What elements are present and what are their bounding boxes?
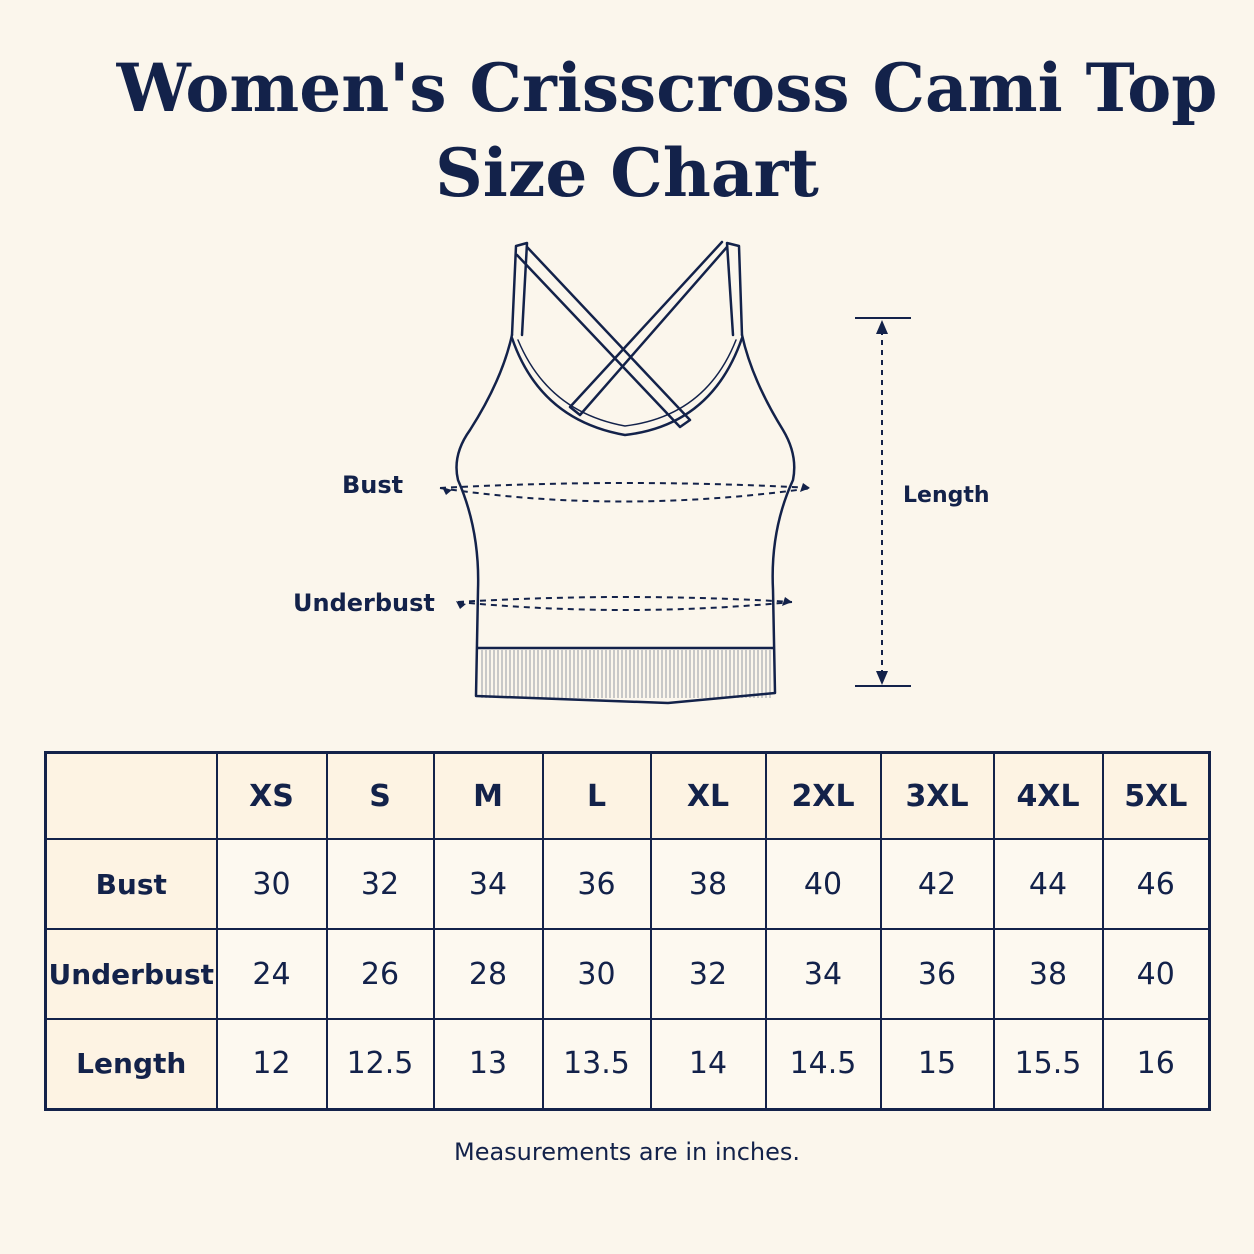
table-cell: 36 [541, 838, 652, 930]
size-header: 4XL [992, 751, 1104, 840]
table-cell: 38 [992, 928, 1104, 1020]
garment-diagram: (function(){ var g = document.currentScr… [0, 230, 1254, 730]
table-cell: 34 [432, 838, 544, 930]
table-cell: 16 [1101, 1018, 1211, 1110]
size-header: L [541, 751, 652, 840]
size-header: M [432, 751, 544, 840]
underbust-measure-line [457, 596, 793, 611]
table-cell: 34 [764, 928, 882, 1020]
bust-label: Bust [342, 471, 404, 499]
table-cell: 40 [1101, 928, 1211, 1020]
table-cell: 42 [879, 838, 995, 930]
table-cell: 26 [325, 928, 435, 1020]
right-strap [725, 241, 744, 337]
size-header: 2XL [764, 751, 882, 840]
page-subtitle: Size Chart [435, 134, 819, 212]
table-cell: 28 [432, 928, 544, 1020]
table-cell: 46 [1101, 838, 1211, 930]
units-note: Measurements are in inches. [453, 1138, 801, 1166]
length-label: Length [903, 483, 990, 508]
cross-strap-a [515, 245, 692, 429]
page-title: Women's Crisscross Cami Top [116, 49, 1218, 127]
table-cell: 32 [649, 928, 767, 1020]
left-strap [510, 241, 529, 337]
table-cell: 14 [649, 1018, 767, 1110]
table-cell: 40 [764, 838, 882, 930]
table-cell: 15 [879, 1018, 995, 1110]
underbust-label: Underbust [293, 589, 435, 617]
size-header: XS [215, 751, 328, 840]
size-header: 5XL [1101, 751, 1211, 840]
length-measure [855, 317, 911, 687]
table-cell: 24 [215, 928, 328, 1020]
bust-measure-line [439, 482, 813, 503]
size-table: XS S M L XL 2XL 3XL 4XL 5XL Bust 30 32 3… [44, 751, 1211, 1111]
size-header-row: XS S M L XL 2XL 3XL 4XL 5XL [44, 751, 1211, 840]
table-cell: 32 [325, 838, 435, 930]
neckline [510, 336, 744, 437]
cami-body-outline [455, 333, 796, 705]
size-header: 3XL [879, 751, 995, 840]
table-cell: 38 [649, 838, 767, 930]
table-cell: 44 [992, 838, 1104, 930]
row-label: Length [44, 1018, 218, 1110]
size-header: S [325, 751, 435, 840]
table-row: Underbust 24 26 28 30 32 34 36 38 40 [44, 928, 1211, 1020]
corner-cell [44, 751, 218, 840]
row-label: Underbust [44, 928, 218, 1020]
cami-illustration: (function(){ var g = document.currentScr… [439, 240, 911, 705]
hem-ribbing: (function(){ var g = document.currentScr… [481, 650, 771, 698]
table-cell: 30 [541, 928, 652, 1020]
table-cell: 14.5 [764, 1018, 882, 1110]
table-cell: 13 [432, 1018, 544, 1110]
size-header: XL [649, 751, 767, 840]
table-cell: 12 [215, 1018, 328, 1110]
cross-strap-b [568, 240, 729, 417]
table-cell: 30 [215, 838, 328, 930]
table-cell: 36 [879, 928, 995, 1020]
table-row: Bust 30 32 34 36 38 40 42 44 46 [44, 838, 1211, 930]
table-cell: 15.5 [992, 1018, 1104, 1110]
table-row: Length 12 12.5 13 13.5 14 14.5 15 15.5 1… [44, 1018, 1211, 1110]
row-label: Bust [44, 838, 218, 930]
table-cell: 13.5 [541, 1018, 652, 1110]
table-cell: 12.5 [325, 1018, 435, 1110]
